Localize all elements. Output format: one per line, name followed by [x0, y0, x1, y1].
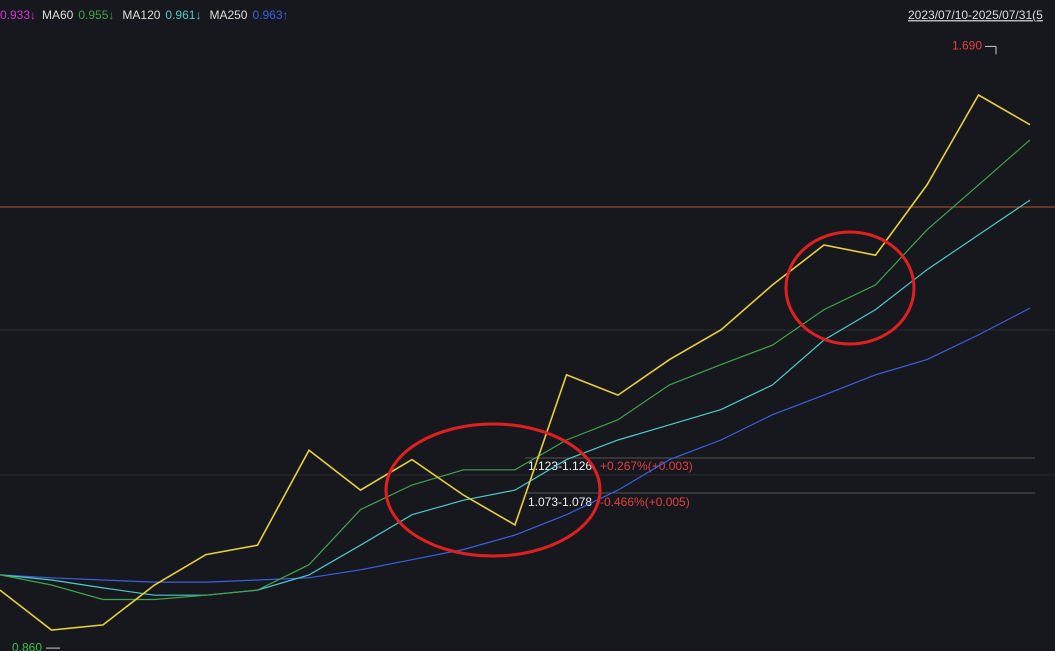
- range-note: 1.073-1.078: [528, 495, 592, 509]
- max-label: 1.690: [952, 39, 982, 53]
- series-line: [0, 93, 1031, 631]
- legend-label: MA60: [42, 8, 74, 22]
- series-line: [0, 199, 1031, 596]
- legend-value: 0.955↓: [78, 8, 114, 22]
- date-range: 2023/07/10-2025/07/31(5: [908, 8, 1043, 22]
- legend-value: 0.933↓: [0, 8, 36, 22]
- legend-value: 0.963↑: [252, 8, 288, 22]
- highlight-circle: [784, 230, 916, 346]
- min-label: 0.860: [12, 640, 42, 651]
- series-line: [0, 139, 1031, 601]
- legend-label: MA250: [209, 8, 247, 22]
- range-note: +0.267%(+0.003): [600, 459, 693, 473]
- plot: [0, 93, 1031, 631]
- series-line: [0, 307, 1031, 583]
- range-note: -0.466%(+0.005): [600, 495, 690, 509]
- range-note: 1.123-1.126: [528, 459, 592, 473]
- legend-label: MA120: [122, 8, 160, 22]
- highlight-circle: [384, 422, 602, 558]
- legend-value: 0.961↓: [165, 8, 201, 22]
